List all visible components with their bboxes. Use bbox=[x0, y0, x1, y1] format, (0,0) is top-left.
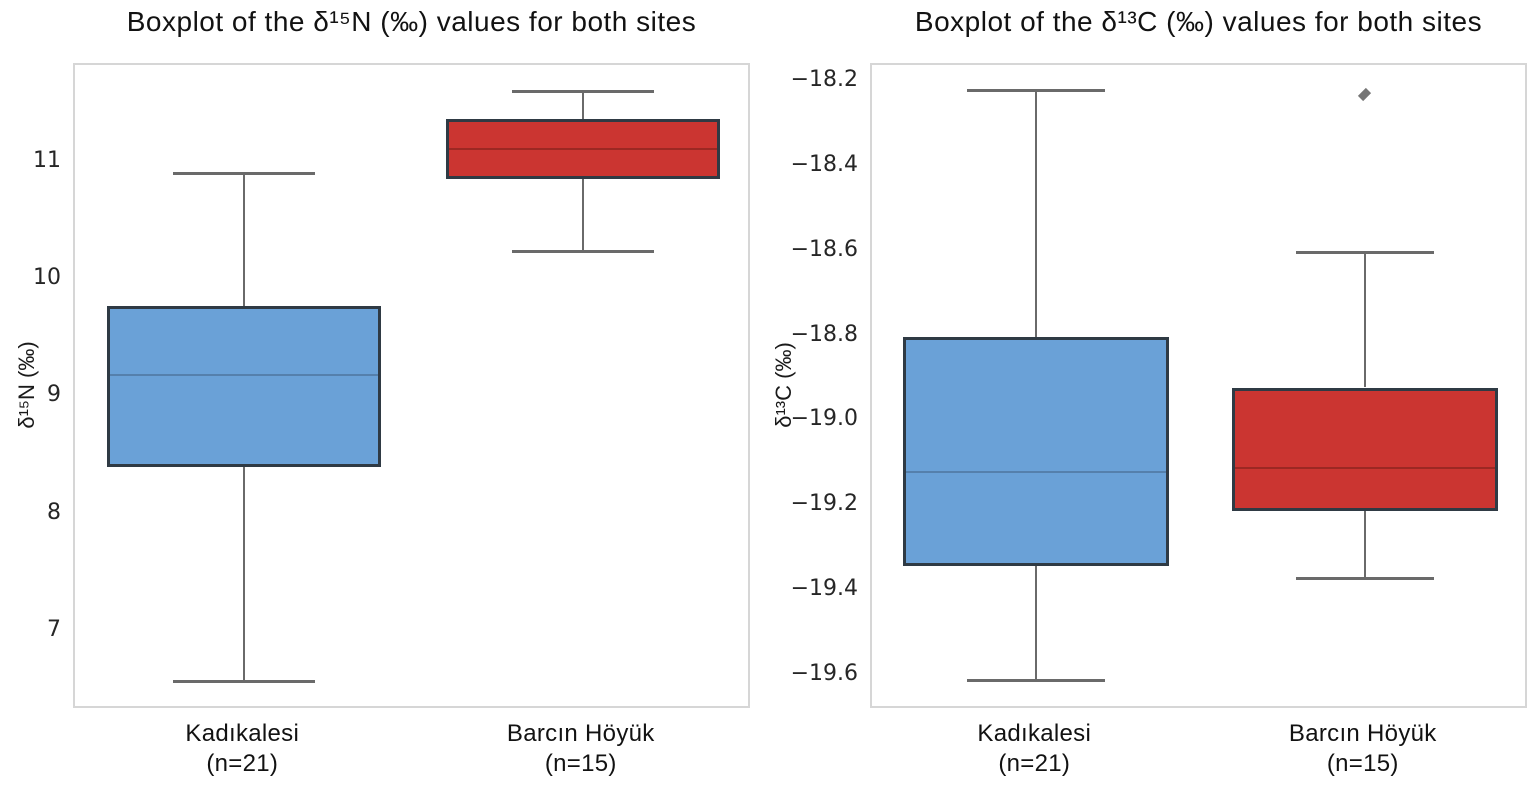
box-barcin-hoyuk bbox=[1231, 387, 1498, 511]
whisker-lower bbox=[1035, 565, 1038, 681]
y-tick-label: −18.6 bbox=[790, 236, 858, 262]
whisker-lower bbox=[243, 466, 246, 681]
box-kadikalesi bbox=[903, 336, 1170, 566]
x-category-label: Barcın Höyük bbox=[1288, 720, 1437, 747]
chart-title-d13c: Boxplot of the δ¹³C (‰) values for both … bbox=[914, 6, 1483, 37]
panel-d15n: Boxplot of the δ¹⁵N (‰) values for both … bbox=[0, 0, 767, 785]
whisker-upper bbox=[1035, 90, 1038, 337]
whisker-cap-lower bbox=[1295, 577, 1434, 581]
x-category-label: Barcın Höyük bbox=[506, 720, 655, 747]
box-kadikalesi bbox=[107, 306, 382, 467]
x-category-sublabel: (n=21) bbox=[998, 750, 1071, 777]
x-category-label: Kadıkalesi bbox=[185, 720, 300, 747]
x-category-sublabel: (n=15) bbox=[1326, 750, 1399, 777]
whisker-lower bbox=[581, 178, 584, 252]
whisker-cap-upper bbox=[1295, 250, 1434, 254]
y-tick-label: 10 bbox=[33, 265, 61, 291]
whisker-cap-upper bbox=[173, 171, 316, 175]
y-tick-label: −18.8 bbox=[790, 321, 858, 347]
x-category-sublabel: (n=21) bbox=[206, 750, 279, 777]
whisker-cap-lower bbox=[511, 250, 654, 254]
y-tick-label: −18.2 bbox=[790, 66, 858, 92]
y-tick-label: 9 bbox=[47, 382, 61, 408]
outlier-diamond bbox=[1358, 88, 1372, 102]
whisker-lower bbox=[1363, 510, 1366, 579]
median-line bbox=[1234, 467, 1495, 470]
y-tick-label: −19.6 bbox=[790, 661, 858, 687]
median-line bbox=[110, 374, 379, 377]
whisker-upper bbox=[243, 172, 246, 307]
whisker-cap-lower bbox=[173, 679, 316, 683]
plot-area-d13c bbox=[870, 63, 1527, 708]
whisker-cap-lower bbox=[967, 679, 1106, 683]
y-tick-label: −19.0 bbox=[790, 406, 858, 432]
y-tick-label: −18.4 bbox=[790, 151, 858, 177]
chart-title-d15n: Boxplot of the δ¹⁵N (‰) values for both … bbox=[126, 6, 697, 37]
y-tick-label: 11 bbox=[33, 148, 61, 174]
panel-d13c: Boxplot of the δ¹³C (‰) values for both … bbox=[768, 0, 1535, 785]
x-category-sublabel: (n=15) bbox=[544, 750, 617, 777]
whisker-upper bbox=[1363, 251, 1366, 388]
plot-area-d15n bbox=[73, 63, 750, 708]
median-line bbox=[906, 471, 1167, 474]
median-line bbox=[448, 148, 717, 151]
whisker-upper bbox=[581, 90, 584, 119]
y-tick-label: 8 bbox=[47, 499, 61, 525]
y-tick-label: −19.2 bbox=[790, 491, 858, 517]
whisker-cap-upper bbox=[511, 89, 654, 93]
y-tick-label: −19.4 bbox=[790, 576, 858, 602]
whisker-cap-upper bbox=[967, 89, 1106, 93]
x-category-label: Kadıkalesi bbox=[977, 720, 1092, 747]
y-tick-label: 7 bbox=[47, 616, 61, 642]
